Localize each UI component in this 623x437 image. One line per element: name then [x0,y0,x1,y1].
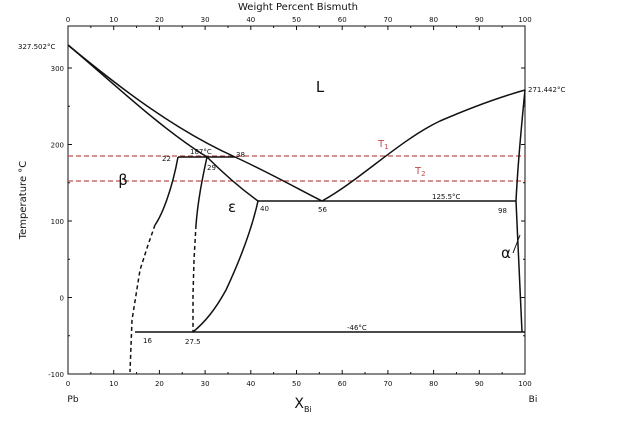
bi-melt-label: 271.442°C [528,86,565,94]
epsilon-top [206,156,259,202]
alpha-solvus [515,200,523,333]
bottom-tick-label: 20 [155,380,164,388]
top-tick-label: 80 [429,16,438,24]
top-tick-label: 90 [475,16,484,24]
y-tick-label: -100 [48,371,64,379]
liquidus-right [321,89,526,202]
top-tick-label: 30 [201,16,210,24]
bottom-tick-label: 50 [292,380,301,388]
y-axis-title: Temperature °C [18,161,29,241]
comp-29: 29 [207,164,216,172]
bottom-tick-label: 90 [475,380,484,388]
alpha-liquidus [515,89,526,202]
comp-22: 22 [162,155,171,163]
t2-label: T2 [414,166,426,178]
phase-beta: β [118,171,128,189]
y-tick-label: 300 [51,65,64,73]
epsilon-right [192,200,259,333]
y-tick-label: 200 [51,142,64,150]
axis-ticks: 0 10 20 30 40 50 60 70 80 90 100 0 10 20 30 40 50 60 70 80 9… [48,16,532,388]
epsilon-left-upper [195,156,208,226]
beta-solvus-lower [129,224,156,373]
top-tick-label: 40 [246,16,255,24]
y-tick-label: 100 [51,218,64,226]
phase-liquid: L [316,78,325,96]
eutectic-label: 125.5°C [432,193,461,201]
comp-38: 38 [236,151,245,159]
comp-16: 16 [143,337,152,345]
bottom-tick-label: 100 [518,380,531,388]
x-axis-title: XBi [294,396,311,414]
phase-epsilon: ε [228,198,236,216]
comp-98: 98 [498,207,507,215]
bottom-tick-label: 30 [201,380,210,388]
bottom-tick-label: 60 [338,380,347,388]
bottom-tick-label: 10 [109,380,118,388]
top-axis-title: Weight Percent Bismuth [238,2,358,13]
bottom-tick-label: 40 [246,380,255,388]
comp-40: 40 [260,205,269,213]
peritectic-label: 187°C [190,148,212,156]
top-tick-label: 50 [292,16,301,24]
phase-alpha: α [501,244,511,262]
bottom-tick-label: 0 [66,380,70,388]
t1-label: T1 [377,139,389,151]
comp-27-5: 27.5 [185,338,201,346]
liquidus-left [67,44,323,202]
left-end-label: Pb [67,395,78,405]
beta-solvus-upper [154,156,179,226]
top-tick-label: 70 [383,16,392,24]
y-tick-label: 0 [60,295,64,303]
bottom-tick-label: 70 [383,380,392,388]
alpha-pointer [512,234,521,254]
solidus-pb [67,44,208,158]
top-tick-label: 0 [66,16,70,24]
low-isotherm-label: -46°C [347,324,367,332]
epsilon-left-lower [192,224,197,332]
top-tick-label: 10 [109,16,118,24]
top-tick-label: 100 [518,16,531,24]
comp-56: 56 [318,206,327,214]
top-tick-label: 20 [155,16,164,24]
top-tick-label: 60 [338,16,347,24]
bottom-tick-label: 80 [429,380,438,388]
pb-melt-label: 327.502°C [18,43,55,51]
right-end-label: Bi [529,395,538,405]
